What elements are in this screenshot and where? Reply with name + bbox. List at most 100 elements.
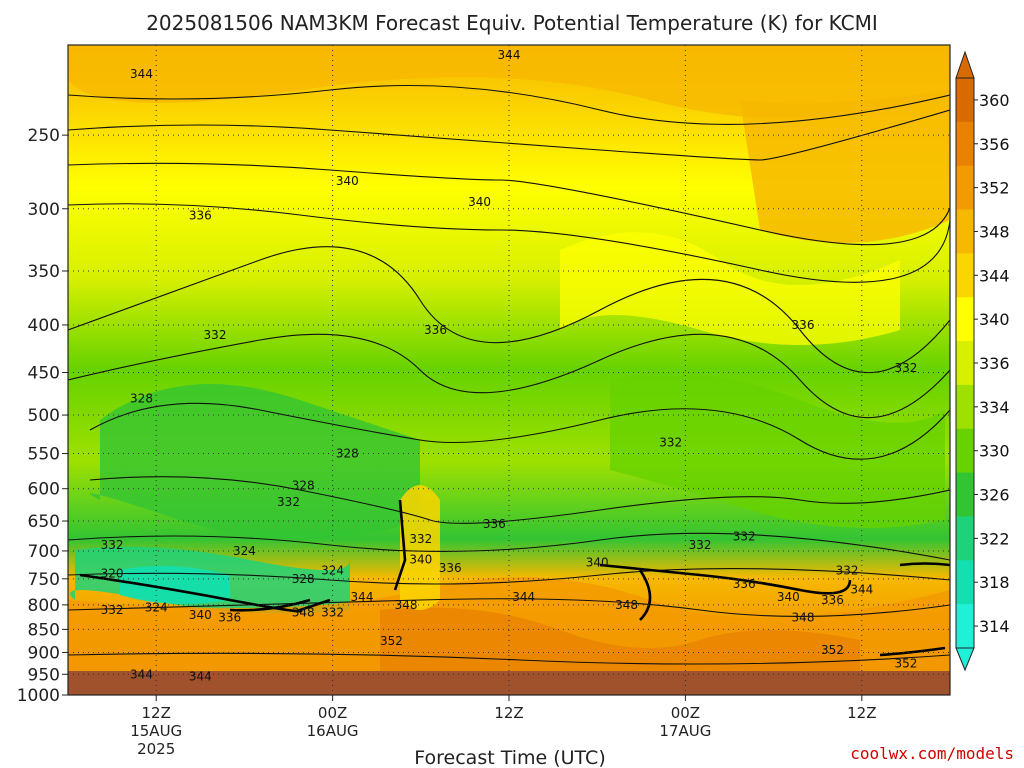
contour-label: 344 (130, 67, 153, 81)
credit-text: coolwx.com/models (850, 744, 1014, 763)
contour-line (89, 476, 950, 524)
colorbar-swatch (956, 78, 974, 123)
contour-label: 328 (292, 478, 315, 492)
colorbar-label: 356 (979, 135, 1010, 154)
contour-label: 352 (380, 634, 403, 648)
x-tick-label: 15AUG (130, 722, 182, 740)
contour-line (68, 203, 950, 283)
contour-label: 348 (395, 598, 418, 612)
x-tick-label: 12Z (494, 704, 523, 722)
contour-label: 340 (336, 174, 359, 188)
y-tick-label: 400 (28, 316, 60, 336)
y-tick-label: 500 (28, 406, 60, 426)
x-tick-label: 12Z (142, 704, 171, 722)
colorbar-swatch (956, 428, 974, 474)
colorbar-label: 336 (979, 354, 1010, 373)
colorbar: 360 356 352 348 344 340 336 334 330 326 322 318 314 (955, 50, 1010, 672)
y-tick-label: 900 (28, 643, 60, 663)
contour-labels: 344 344 340 340 336 336 336 332 332 332 328 328 328 3… (101, 48, 918, 683)
field-patch (560, 232, 900, 345)
colorbar-swatch (956, 341, 974, 386)
contour-label: 328 (130, 392, 153, 406)
contour-label: 324 (233, 544, 256, 558)
field-patch (400, 485, 440, 610)
contour-label: 332 (204, 328, 227, 342)
colorbar-label: 344 (979, 266, 1010, 285)
contour-label: 336 (424, 323, 447, 337)
chart-title: 2025081506 NAM3KM Forecast Equiv. Potent… (146, 11, 878, 35)
colorbar-label: 360 (979, 91, 1010, 110)
contour-line (68, 84, 950, 125)
y-axis-ticks: 250 300 350 400 450 500 550 600 650 700 750 800 850 9… (17, 126, 68, 706)
contour-label: 332 (836, 564, 859, 578)
dense-contour-band-segment (393, 499, 407, 591)
contour-label: 320 (101, 566, 124, 580)
contour-label: 336 (733, 577, 756, 591)
colorbar-label: 348 (979, 222, 1010, 241)
x-tick-label: 2025 (137, 740, 175, 758)
colorbar-swatch (956, 297, 974, 342)
colorbar-label: 314 (979, 617, 1010, 636)
contour-label: 340 (468, 195, 491, 209)
contour-label: 340 (586, 555, 609, 569)
colorbar-swatch (956, 121, 974, 167)
contour-label: 348 (792, 610, 815, 624)
dense-contour-band (79, 499, 950, 657)
colorbar-label: 340 (979, 310, 1010, 329)
contour-label: 332 (321, 605, 344, 619)
contour-label: 352 (821, 643, 844, 657)
colorbar-label: 322 (979, 529, 1010, 548)
field-patch (68, 45, 950, 119)
x-tick-label: 16AUG (307, 722, 359, 740)
field-patch (610, 373, 945, 528)
colorbar-label: 318 (979, 573, 1010, 592)
dense-contour-band-segment (599, 563, 852, 595)
contour-lines (68, 84, 950, 665)
colorbar-max-arrow (955, 50, 975, 79)
contour-label: 336 (218, 610, 241, 624)
contour-label: 328 (292, 572, 315, 586)
contour-label: 324 (145, 600, 168, 614)
colorbar-label: 334 (979, 398, 1010, 417)
contour-line (68, 109, 950, 161)
contour-line (68, 568, 950, 585)
x-gridlines (155, 45, 863, 695)
y-tick-label: 700 (28, 542, 60, 562)
contour-label: 336 (483, 517, 506, 531)
contour-label: 352 (894, 657, 917, 671)
colorbar-swatch (956, 165, 974, 211)
x-axis-title: Forecast Time (UTC) (414, 747, 605, 768)
contour-label: 348 (615, 598, 638, 612)
dense-contour-band-segment (879, 646, 946, 657)
contour-line (89, 402, 950, 460)
contour-label: 332 (101, 538, 124, 552)
y-tick-label: 550 (28, 445, 60, 465)
y-tick-label: 750 (28, 570, 60, 590)
contour-line (68, 598, 950, 617)
contour-label: 332 (733, 529, 756, 543)
contour-label: 344 (351, 590, 374, 604)
dense-contour-band-segment (899, 562, 950, 567)
contour-label: 324 (321, 564, 344, 578)
y-tick-label: 950 (28, 665, 60, 685)
contour-label: 336 (792, 318, 815, 332)
theta-e-field (68, 45, 950, 695)
contour-label: 340 (777, 590, 800, 604)
contour-label: 340 (409, 553, 432, 567)
contour-label: 332 (409, 532, 432, 546)
y-tick-label: 250 (28, 126, 60, 146)
colorbar-swatch (956, 209, 974, 254)
colorbar-swatch (956, 472, 974, 517)
contour-label: 348 (292, 605, 315, 619)
colorbar-swatch (956, 560, 974, 605)
contour-label: 344 (130, 667, 153, 681)
colorbar-label: 352 (979, 179, 1010, 198)
colorbar-swatch (956, 516, 974, 561)
dense-contour-band-segment (229, 598, 311, 612)
colorbar-swatch (956, 253, 974, 298)
contour-label: 332 (689, 538, 712, 552)
y-tick-label: 450 (28, 364, 60, 384)
contour-label: 344 (189, 669, 212, 683)
colorbar-label: 330 (979, 442, 1010, 461)
